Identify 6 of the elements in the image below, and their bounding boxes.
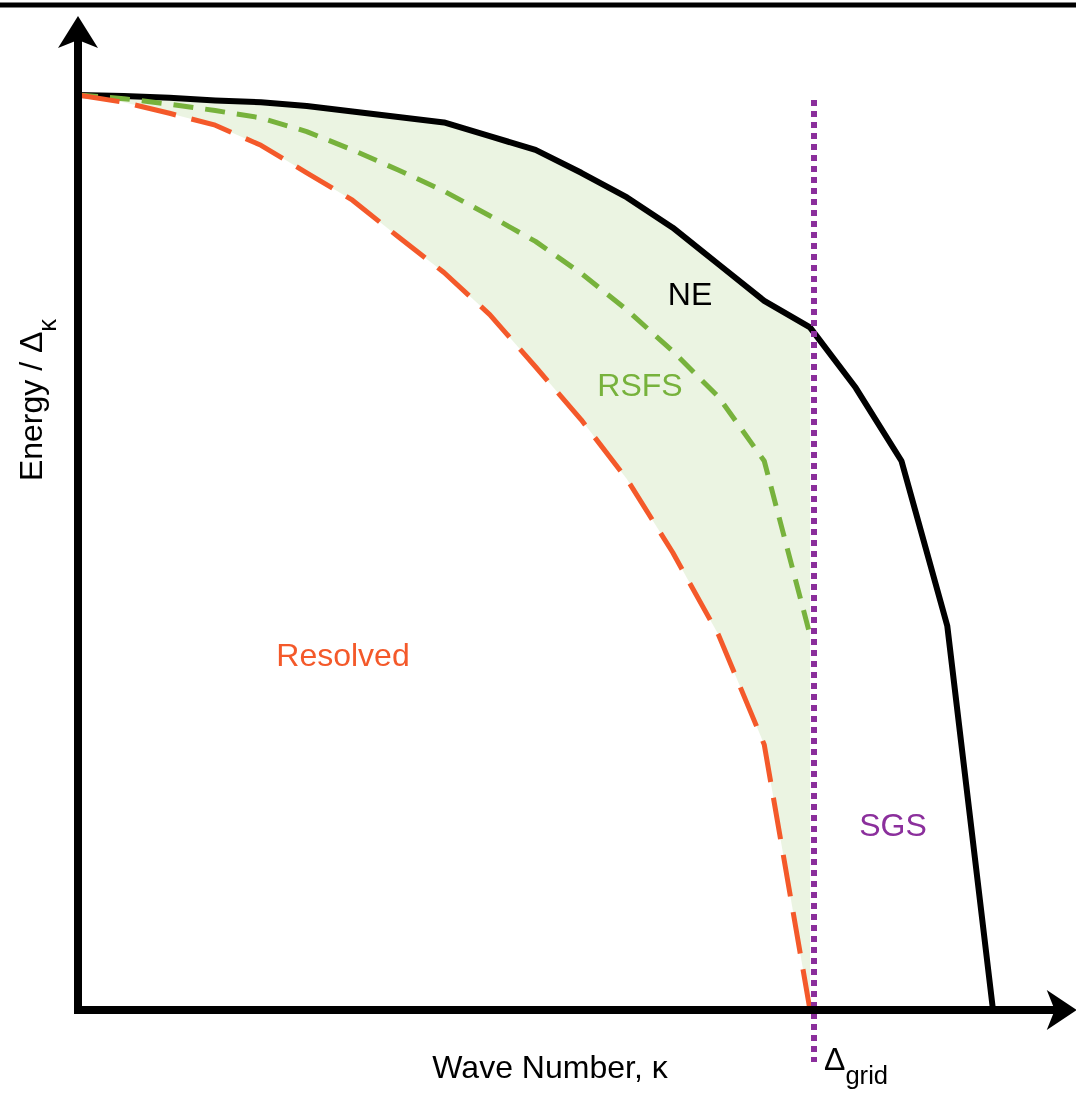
- series-label: RSFS: [597, 367, 683, 404]
- series-label: NE: [667, 276, 713, 313]
- x-axis-title: Wave Number, κ: [432, 1049, 669, 1085]
- annotation: SGS: [859, 807, 927, 844]
- text: Δ$_{grid}$: [824, 1041, 889, 1089]
- text: Resolved: [276, 637, 410, 674]
